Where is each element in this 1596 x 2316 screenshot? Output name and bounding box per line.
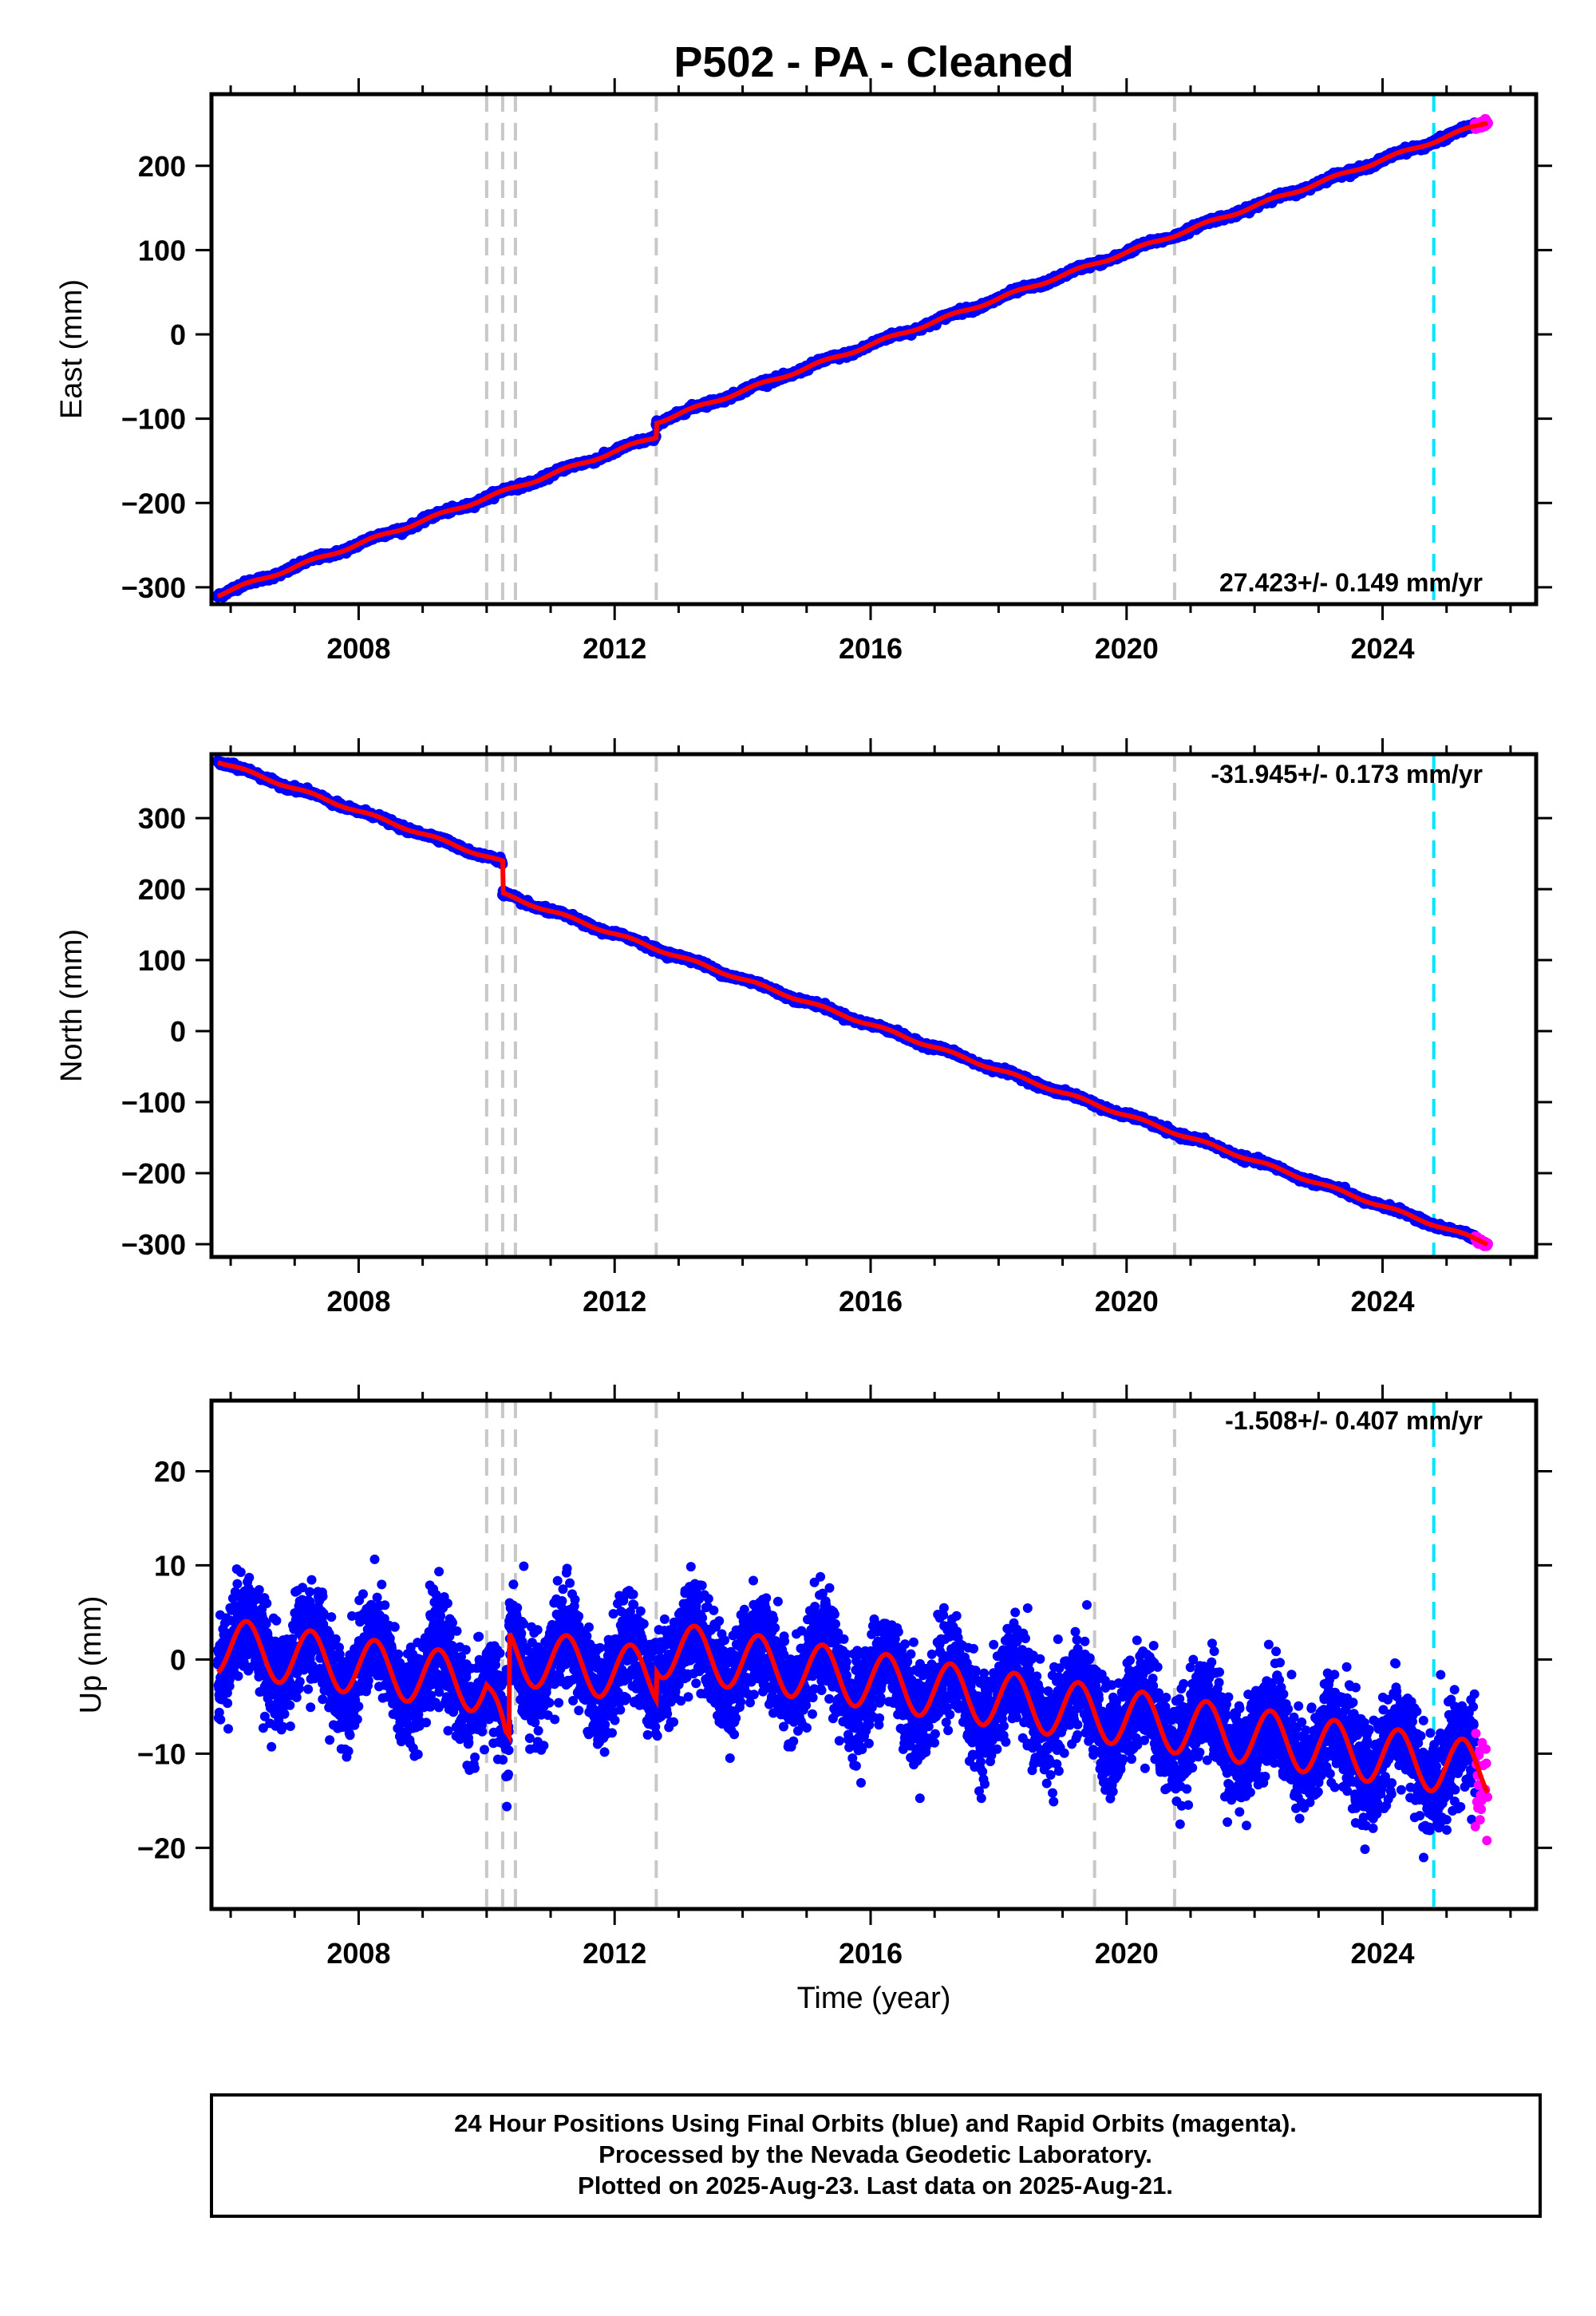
panel-frame	[209, 752, 1539, 1259]
y-tick-label: −200	[121, 487, 186, 520]
y-tick-label: 0	[170, 1015, 186, 1048]
x-axis: 2008 2012 2016 2020 2024	[229, 738, 1512, 1318]
y-tick-label: 300	[138, 802, 186, 835]
panel-frame	[209, 92, 1539, 607]
x-tick-label: 2012	[583, 632, 646, 665]
rate-label: 27.423+/- 0.149 mm/yr	[1219, 568, 1483, 597]
model-fit-curve	[216, 121, 1489, 599]
y-tick-label: 0	[170, 318, 186, 351]
x-tick-label: 2020	[1095, 632, 1159, 665]
event-lines	[484, 754, 1436, 1257]
x-tick-label: 2008	[326, 632, 390, 665]
y-tick-label: −300	[121, 571, 186, 604]
chart-title: P502 - PA - Cleaned	[674, 38, 1073, 86]
panels-group: 2008 2012 2016 2020 2024 −300 −200 −100 0 100 200 E…	[55, 78, 1552, 2015]
x-axis: 2008 2012 2016 2020 2024	[229, 78, 1512, 665]
x-tick-label: 2016	[839, 632, 903, 665]
y-axis-label: East (mm)	[55, 279, 89, 419]
y-tick-label: 100	[138, 234, 186, 267]
model-fit-curve	[217, 760, 1489, 1247]
panel-east: 2008 2012 2016 2020 2024 −300 −200 −100 0 100 200 E…	[55, 78, 1552, 665]
y-tick-label: −200	[121, 1157, 186, 1190]
x-tick-label: 2024	[1350, 1285, 1414, 1318]
y-tick-label: 200	[138, 873, 186, 906]
y-tick-label: 200	[138, 150, 186, 183]
x-tick-label: 2024	[1350, 632, 1414, 665]
x-tick-label: 2008	[326, 1285, 390, 1318]
y-tick-label: −100	[121, 403, 186, 436]
y-tick-label: −300	[121, 1228, 186, 1261]
y-axis: −300 −200 −100 0 100 200 East (mm)	[55, 150, 1552, 604]
x-tick-label: 2016	[839, 1285, 903, 1318]
event-lines	[484, 94, 1436, 604]
x-tick-label: 2020	[1095, 1285, 1159, 1318]
x-tick-label: 2012	[583, 1285, 646, 1318]
y-tick-label: 100	[138, 944, 186, 977]
panel-north: 2008 2012 2016 2020 2024 −300 −200 −100 0 100 200 3…	[55, 738, 1552, 1318]
y-tick-label: −100	[121, 1086, 186, 1119]
